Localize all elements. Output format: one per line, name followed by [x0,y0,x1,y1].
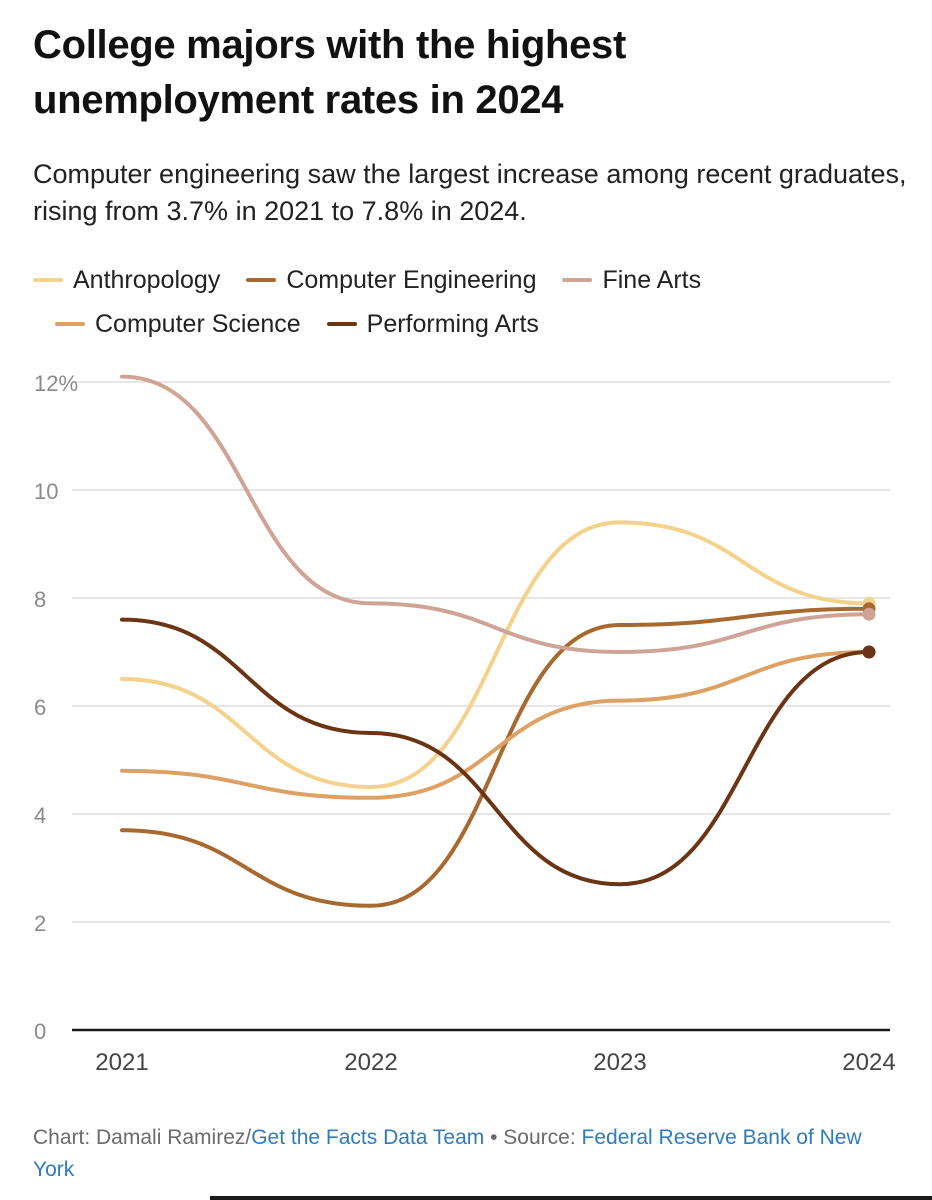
x-tick-label: 2024 [842,1049,895,1076]
legend-swatch-computer-engineering [246,278,277,282]
chart-footer: Chart: Damali Ramirez/Get the Facts Data… [33,1122,903,1186]
end-point-performing-arts [862,645,876,659]
source-separator: • Source: [484,1126,582,1149]
legend-item-performing-arts: Performing Arts [326,309,539,339]
legend-label-computer-engineering: Computer Engineering [286,265,537,294]
y-tick-label: 12% [34,371,78,396]
chart-subtitle: Computer engineering saw the largest inc… [33,159,907,226]
y-tick-label: 10 [34,479,58,504]
y-tick-label: 4 [34,803,46,828]
chart-title: College majors with the highest unemploy… [33,23,627,122]
bottom-divider [210,1196,932,1200]
legend-label-anthropology: Anthropology [73,265,221,294]
legend-item-computer-science: Computer Science [55,310,301,339]
legend-swatch-performing-arts [326,322,357,326]
legend-item-computer-engineering: Computer Engineering [246,266,536,295]
legend-label-fine-arts: Fine Arts [602,265,702,294]
x-tick-label: 2023 [593,1049,646,1076]
credit-prefix: Chart: Damali Ramirez/ [33,1126,252,1149]
legend-swatch-anthropology [33,278,63,282]
y-tick-label: 6 [34,695,46,720]
chart-legend: Anthropology Computer Engineering Fine A… [33,258,913,346]
legend-label-performing-arts: Performing Arts [366,309,539,338]
x-tick-label: 2022 [344,1049,397,1076]
legend-swatch-computer-science [55,322,85,326]
series-line-anthropology [120,520,871,789]
legend-swatch-fine-arts [562,278,593,282]
source-link[interactable]: Federal Reserve Bank of New York [33,1126,862,1181]
legend-item-fine-arts: Fine Arts [562,266,701,295]
series-line-computer-engineering [120,606,871,908]
series-line-performing-arts [120,617,871,887]
legend-row: Computer Science Performing Arts [33,302,913,346]
legend-row: Anthropology Computer Engineering Fine A… [33,258,913,302]
legend-item-anthropology: Anthropology [33,266,220,295]
legend-label-computer-science: Computer Science [95,309,301,338]
credit-team-link[interactable]: Get the Facts Data Team [251,1126,485,1149]
y-tick-label: 8 [34,587,46,612]
end-point-fine-arts [862,607,876,621]
series-line-fine-arts [120,374,871,654]
x-tick-label: 2021 [95,1049,148,1076]
y-tick-label: 0 [34,1019,46,1044]
line-chart: 0 2 4 6 8 10 12% 2021 2022 2023 2024 [34,371,896,1076]
y-tick-label: 2 [34,911,46,936]
series-line-computer-science [120,650,871,800]
